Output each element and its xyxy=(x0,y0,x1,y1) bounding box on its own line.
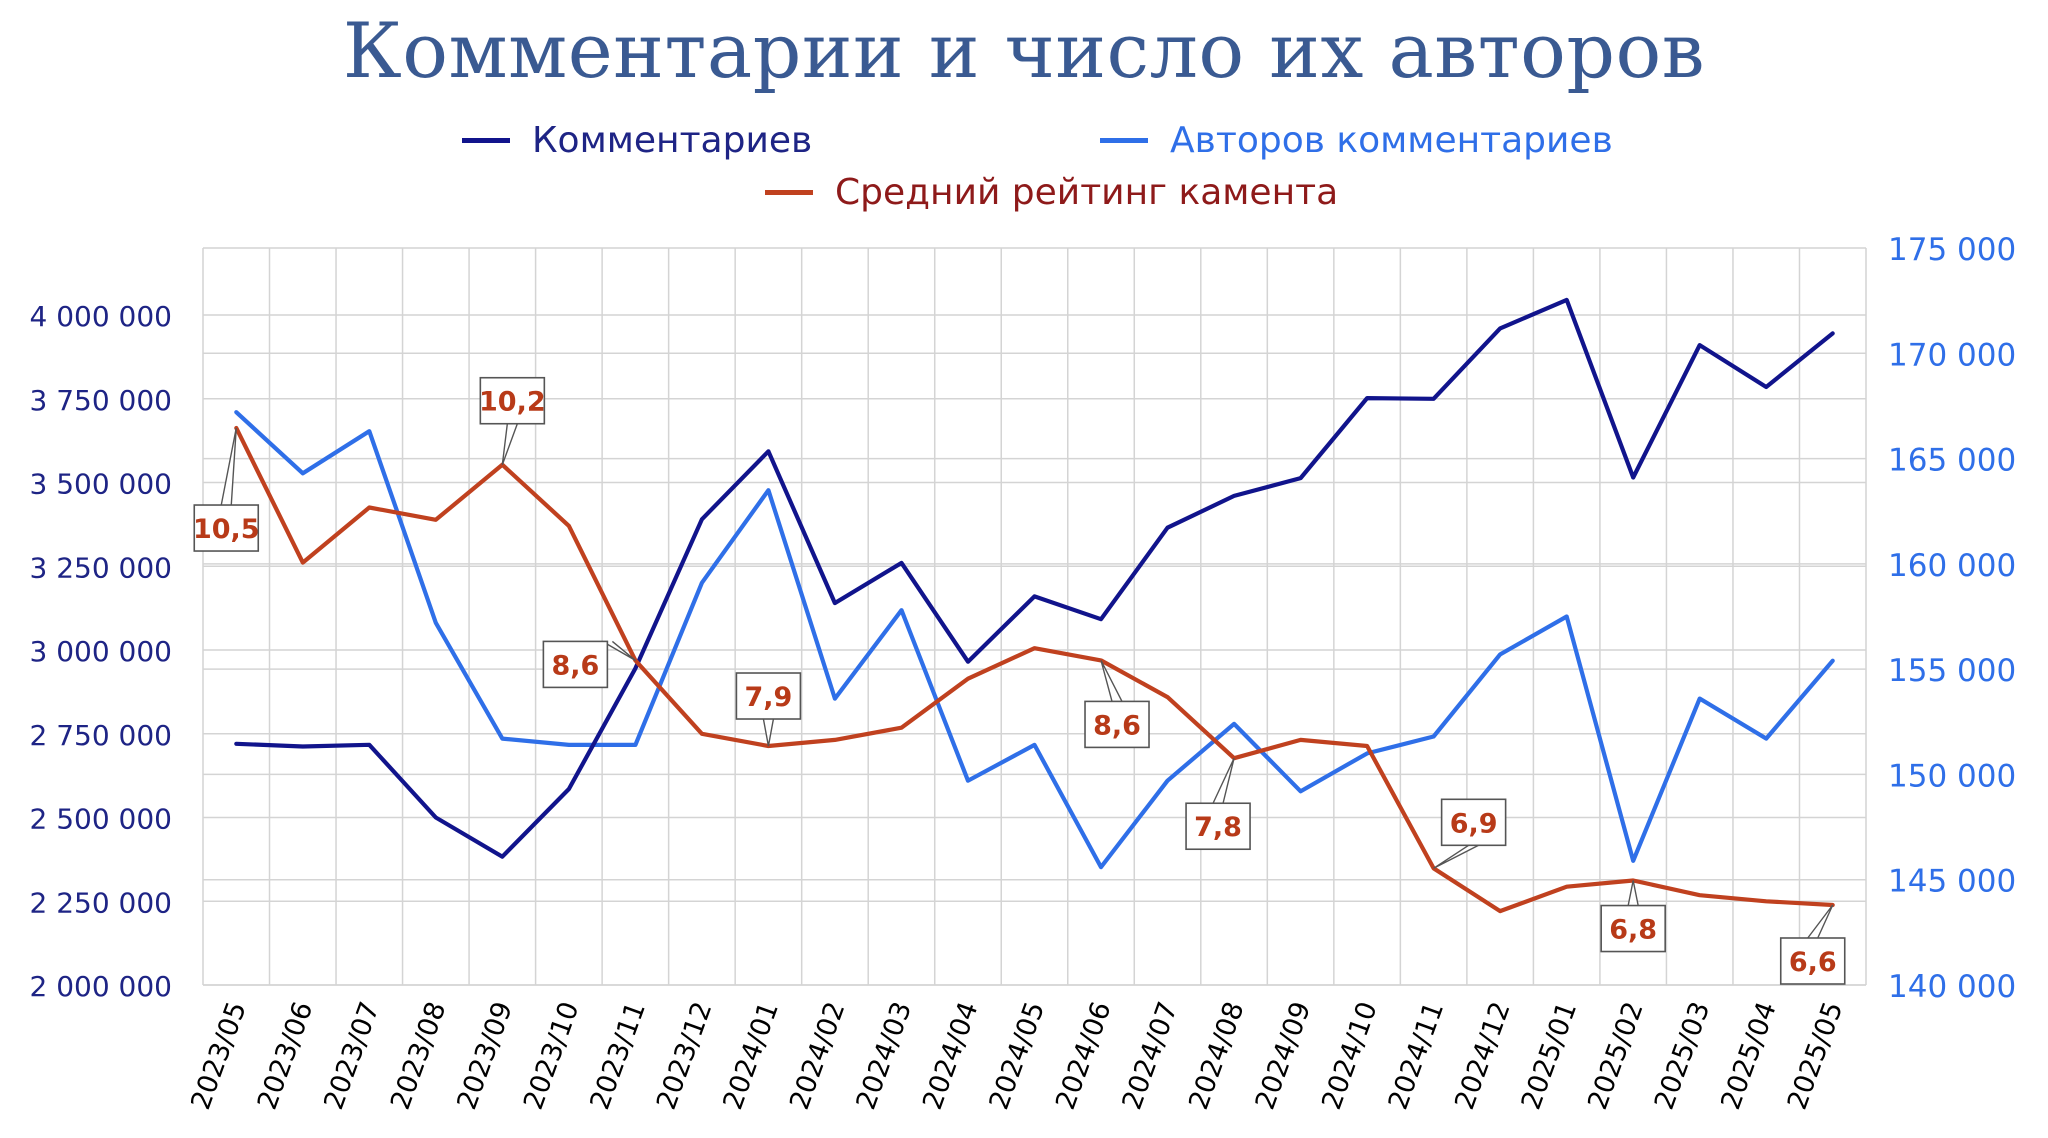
rating-data-label: 8,6 xyxy=(1084,660,1150,749)
x-axis-tick-label: 2024/11 xyxy=(1383,998,1450,1114)
x-axis-tick-label: 2024/02 xyxy=(784,998,851,1114)
rating-data-label: 6,6 xyxy=(1779,904,1846,985)
callout-box xyxy=(1600,904,1666,953)
callout-box xyxy=(1084,700,1150,749)
x-axis-tick-label: 2025/05 xyxy=(1782,998,1849,1114)
x-axis-tick-label: 2024/05 xyxy=(984,998,1051,1114)
callout-text: 8,6 xyxy=(551,650,599,681)
rating-data-label: 10,2 xyxy=(479,376,546,465)
rating-data-label: 8,6 xyxy=(542,640,636,689)
callout-pointer xyxy=(1212,757,1235,804)
callout-text: 10,2 xyxy=(479,387,546,418)
callout-box xyxy=(479,376,546,425)
gridlines xyxy=(202,247,1867,986)
rating-data-label: 10,5 xyxy=(193,427,260,552)
x-axis-tick-label: 2024/04 xyxy=(917,998,984,1114)
x-axis-tick-label: 2023/11 xyxy=(584,998,651,1114)
x-axis-tick-label: 2025/03 xyxy=(1649,998,1716,1114)
left-axis-tick-label: 4 000 000 xyxy=(29,300,172,333)
legend-item-rating: Средний рейтинг камента xyxy=(765,172,1338,213)
callout-text: 6,9 xyxy=(1450,808,1498,839)
callout-text: 7,8 xyxy=(1194,812,1242,843)
callout-text: 8,6 xyxy=(1093,710,1141,741)
callout-box xyxy=(193,504,260,552)
callout-box xyxy=(1440,798,1507,847)
callout-pointer xyxy=(501,423,518,465)
left-axis-tick-label: 2 500 000 xyxy=(29,803,172,836)
left-axis-tick-label: 2 750 000 xyxy=(29,719,172,752)
x-axis-tick-label: 2024/08 xyxy=(1183,998,1250,1114)
legend-label-authors: Авторов комментариев xyxy=(1170,120,1613,161)
right-axis-tick-label: 170 000 xyxy=(1888,337,2016,373)
right-axis-tick-label: 155 000 xyxy=(1888,653,2016,689)
callout-pointer xyxy=(1627,880,1639,906)
x-axis-tick-label: 2025/04 xyxy=(1715,998,1782,1114)
rating-data-label: 7,8 xyxy=(1185,757,1251,851)
left-axis-tick-label: 3 250 000 xyxy=(29,551,172,584)
x-axis-tick-label: 2023/05 xyxy=(185,998,252,1114)
callout-pointer xyxy=(762,718,775,747)
left-axis-tick-label: 3 000 000 xyxy=(29,635,172,668)
x-axis-tick-label: 2024/06 xyxy=(1050,998,1117,1114)
right-axis-tick-label: 175 000 xyxy=(1888,232,2016,268)
callout-text: 6,8 xyxy=(1609,915,1657,946)
callout-text: 7,9 xyxy=(744,682,792,713)
left-axis-tick-label: 3 500 000 xyxy=(29,468,172,501)
x-axis-tick-label: 2023/12 xyxy=(651,998,718,1114)
right-axis-tick-label: 150 000 xyxy=(1888,758,2016,794)
callout-pointer xyxy=(1100,660,1123,702)
x-axis-tick-label: 2024/03 xyxy=(851,998,918,1114)
x-axis-tick-label: 2024/07 xyxy=(1117,998,1184,1114)
callout-box xyxy=(542,640,609,689)
x-axis-tick-label: 2023/06 xyxy=(252,998,319,1114)
x-axis-tick-label: 2024/10 xyxy=(1316,998,1383,1114)
x-axis-tick-label: 2023/08 xyxy=(385,998,452,1114)
x-axis-tick-label: 2023/10 xyxy=(518,998,585,1114)
x-axis-tick-label: 2024/12 xyxy=(1449,998,1516,1114)
callout-pointer xyxy=(602,640,636,662)
callout-box xyxy=(1185,802,1251,851)
x-axis-tick-label: 2023/09 xyxy=(451,998,518,1114)
legend-label-comments: Комментариев xyxy=(532,120,813,161)
callout-pointer xyxy=(1807,904,1834,939)
x-axis-tick-label: 2024/09 xyxy=(1250,998,1317,1114)
x-axis-tick-label: 2024/01 xyxy=(718,998,785,1114)
callout-pointer xyxy=(1433,844,1479,869)
series-line-comments xyxy=(234,297,1835,859)
right-axis-tick-label: 140 000 xyxy=(1888,969,2016,1005)
x-axis-tick-label: 2025/02 xyxy=(1582,998,1649,1114)
callout-text: 10,5 xyxy=(193,514,260,545)
chart-title: Комментарии и число их авторов xyxy=(342,6,1706,95)
legend-swatch-rating xyxy=(765,190,813,195)
callout-pointer xyxy=(220,427,237,506)
right-axis-tick-label: 165 000 xyxy=(1888,443,2016,479)
right-axis-tick-label: 145 000 xyxy=(1888,864,2016,900)
left-axis-tick-label: 2 000 000 xyxy=(29,970,172,1003)
series-line-authors xyxy=(234,410,1835,870)
legend-swatch-authors xyxy=(1100,138,1148,143)
rating-data-label: 6,9 xyxy=(1433,798,1507,869)
legend-label-rating: Средний рейтинг камента xyxy=(835,172,1339,213)
right-axis-tick-label: 160 000 xyxy=(1888,548,2016,584)
left-axis-tick-label: 2 250 000 xyxy=(29,886,172,919)
legend-item-comments: Комментариев xyxy=(462,120,812,161)
rating-data-label: 7,9 xyxy=(735,672,802,747)
callout-text: 6,6 xyxy=(1789,947,1837,978)
rating-data-label: 6,8 xyxy=(1600,880,1666,953)
callout-box xyxy=(735,672,802,720)
legend-swatch-comments xyxy=(462,138,510,143)
legend-item-authors: Авторов комментариев xyxy=(1100,120,1613,161)
x-axis-tick-label: 2025/01 xyxy=(1516,998,1583,1114)
callout-box xyxy=(1779,937,1846,985)
x-axis-tick-label: 2023/07 xyxy=(318,998,385,1114)
left-axis-tick-label: 3 750 000 xyxy=(29,384,172,417)
